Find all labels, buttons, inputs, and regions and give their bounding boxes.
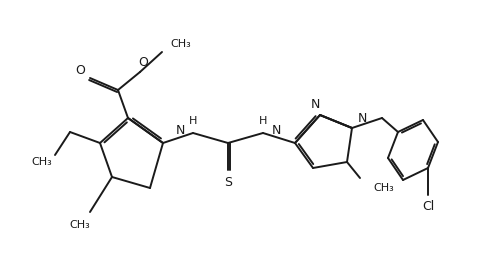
Text: H: H (259, 116, 267, 126)
Text: N: N (175, 123, 185, 137)
Text: N: N (272, 123, 282, 137)
Text: CH₃: CH₃ (32, 157, 53, 167)
Text: Cl: Cl (422, 200, 434, 214)
Text: CH₃: CH₃ (70, 220, 90, 230)
Text: CH₃: CH₃ (170, 39, 191, 49)
Text: N: N (310, 98, 320, 112)
Text: O: O (75, 64, 85, 78)
Text: CH₃: CH₃ (373, 183, 394, 193)
Text: S: S (224, 177, 232, 190)
Text: O: O (138, 57, 148, 70)
Text: N: N (358, 112, 368, 125)
Text: H: H (189, 116, 197, 126)
